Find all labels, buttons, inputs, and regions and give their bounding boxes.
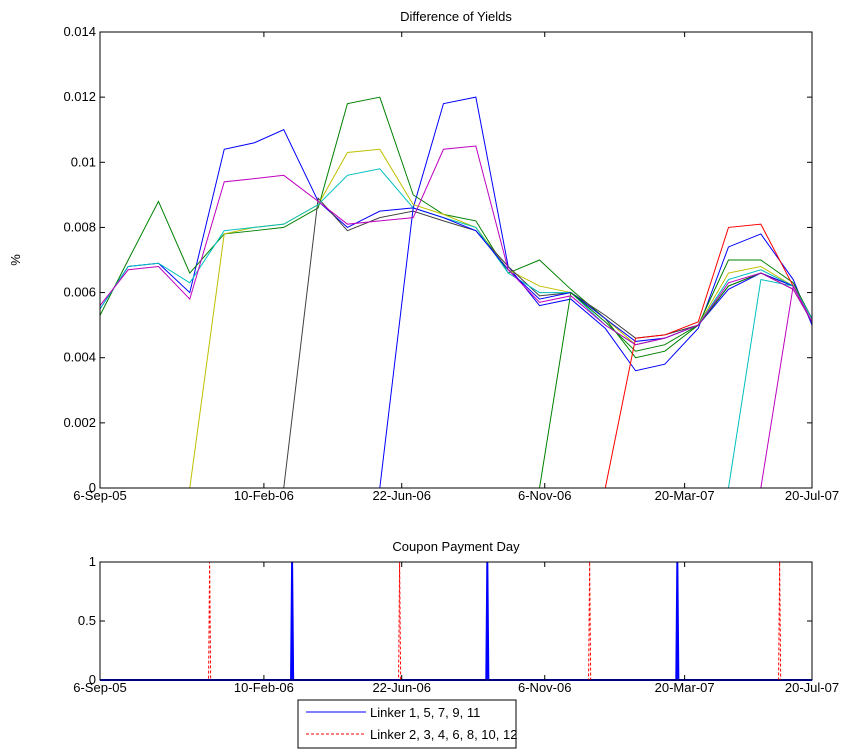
x-tick-label: 22-Jun-06 — [372, 488, 431, 503]
y-tick-label: 0.006 — [63, 285, 96, 300]
x-tick-label: 20-Jul-07 — [785, 680, 839, 695]
y-tick-label: 0.002 — [63, 415, 96, 430]
legend-label: Linker 1, 5, 7, 9, 11 — [370, 705, 480, 720]
x-tick-label: 10-Feb-06 — [234, 680, 294, 695]
x-tick-label: 10-Feb-06 — [234, 488, 294, 503]
x-tick-label: 20-Mar-07 — [655, 488, 715, 503]
x-tick-label: 6-Nov-06 — [518, 488, 571, 503]
series-line — [99, 145, 813, 346]
plot-area — [100, 562, 812, 680]
chart-title: Coupon Payment Day — [392, 539, 520, 554]
x-tick-label: 22-Jun-06 — [372, 680, 431, 695]
x-tick-label: 6-Sep-05 — [73, 680, 126, 695]
legend-box — [297, 699, 517, 749]
y-tick-label: 0.004 — [63, 350, 96, 365]
y-tick-label: 0.01 — [71, 154, 96, 169]
y-tick-label: 0.014 — [63, 24, 96, 39]
axes-box — [99, 31, 813, 489]
y-axis-label: % — [8, 254, 23, 266]
legend-label: Linker 2, 3, 4, 6, 8, 10, 12 — [370, 727, 517, 742]
x-tick-label: 6-Sep-05 — [73, 488, 126, 503]
y-tick-label: 0.008 — [63, 219, 96, 234]
y-tick-label: 1 — [89, 554, 96, 569]
y-tick-label: 0.5 — [78, 613, 96, 628]
y-tick-label: 0 — [89, 672, 96, 687]
x-tick-label: 20-Mar-07 — [655, 680, 715, 695]
y-tick-label: 0 — [89, 480, 96, 495]
x-tick-label: 6-Nov-06 — [518, 680, 571, 695]
plot-area — [100, 32, 812, 488]
series-line — [99, 96, 813, 359]
x-tick-label: 20-Jul-07 — [785, 488, 839, 503]
chart-title: Difference of Yields — [400, 9, 512, 24]
series-line — [100, 148, 813, 489]
y-tick-label: 0.012 — [63, 89, 96, 104]
